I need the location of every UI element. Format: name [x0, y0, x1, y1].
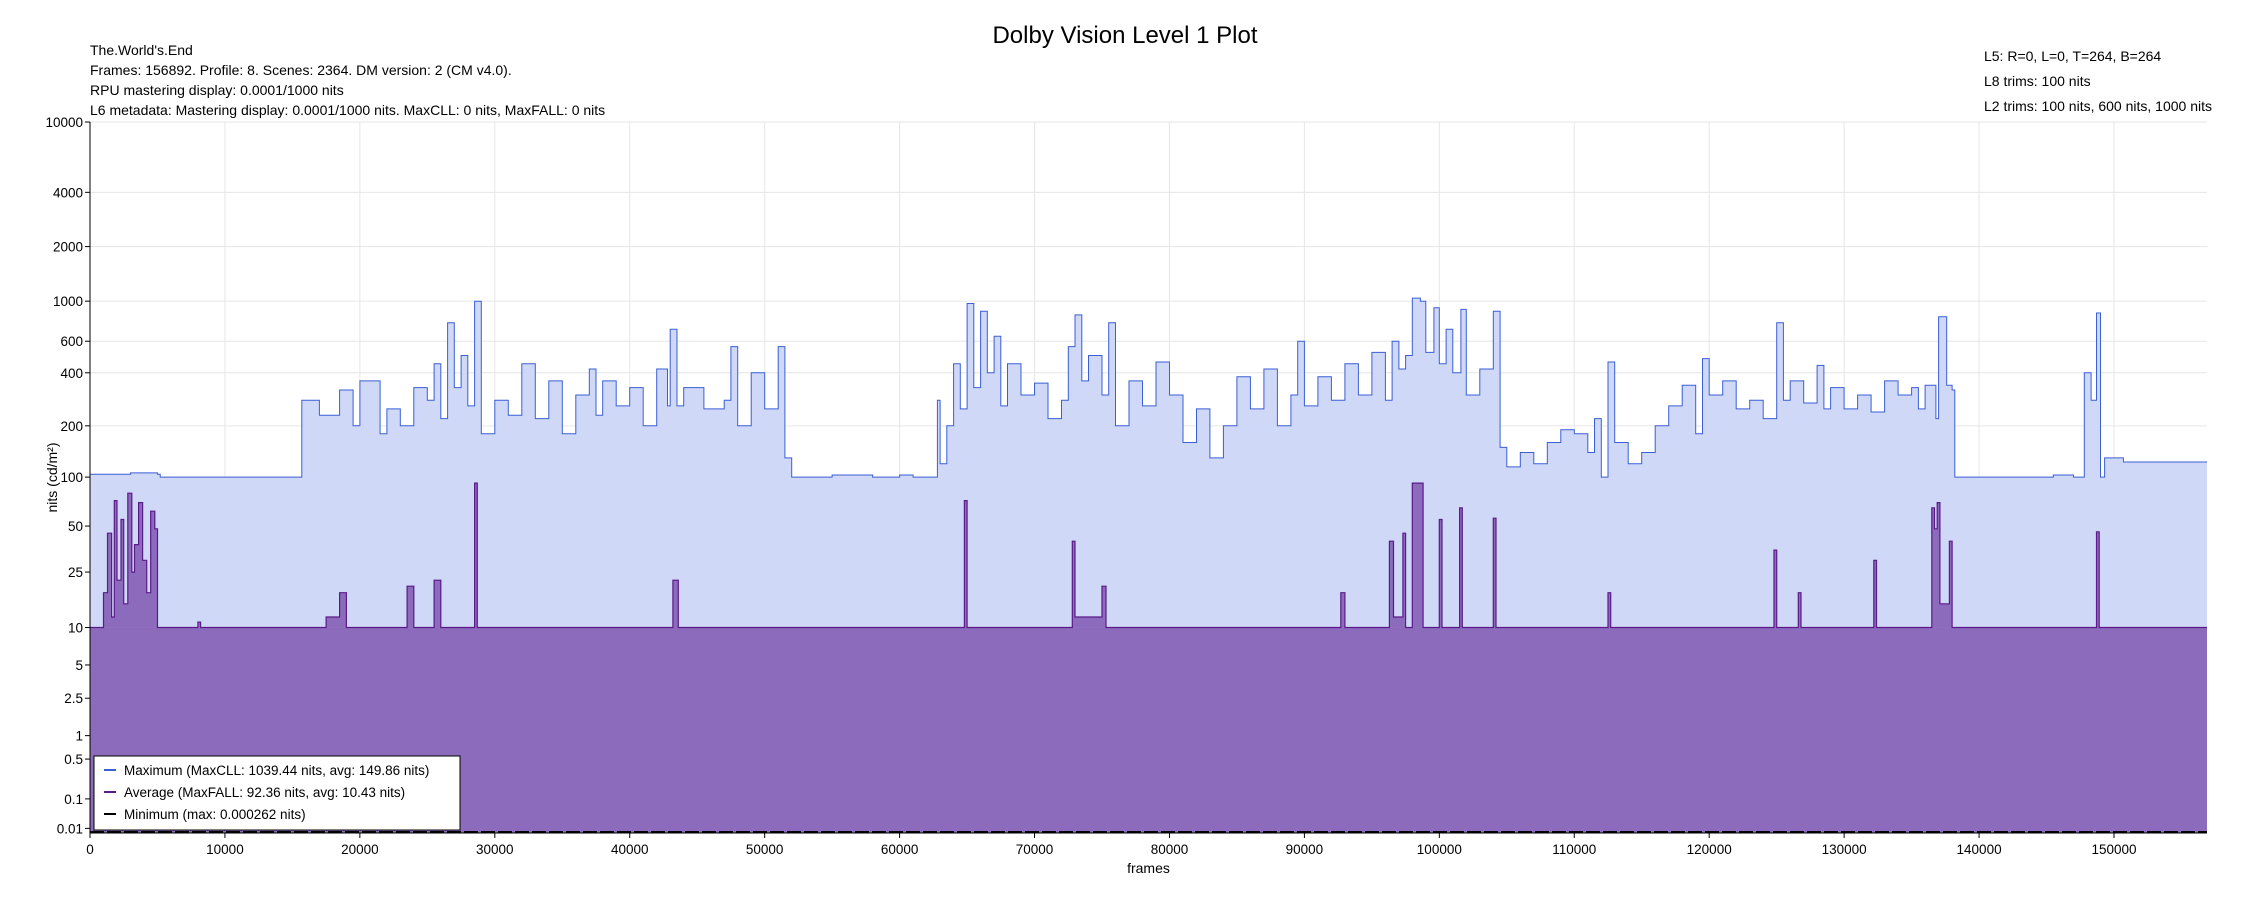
legend-item-average: Average (MaxFALL: 92.36 nits, avg: 10.43… — [124, 785, 405, 800]
info-l2: L2 trims: 100 nits, 600 nits, 1000 nits — [1983, 98, 2212, 114]
info-title: The.World's.End — [90, 42, 193, 58]
x-tick-label: 100000 — [1417, 842, 1462, 857]
x-tick-label: 20000 — [341, 842, 379, 857]
x-tick-label: 140000 — [1957, 842, 2002, 857]
y-tick-label: 1 — [75, 729, 83, 744]
y-tick-label: 0.1 — [64, 792, 83, 807]
legend: Maximum (MaxCLL: 1039.44 nits, avg: 149.… — [93, 755, 461, 831]
y-tick-label: 600 — [60, 334, 83, 349]
x-tick-label: 80000 — [1151, 842, 1189, 857]
info-l6: L6 metadata: Mastering display: 0.0001/1… — [90, 102, 606, 118]
x-axis-label: frames — [1127, 860, 1170, 876]
legend-box — [93, 755, 461, 831]
x-tick-label: 70000 — [1016, 842, 1054, 857]
info-l8: L8 trims: 100 nits — [1983, 73, 2091, 89]
y-tick-label: 50 — [68, 519, 83, 534]
max-series-line — [90, 297, 2207, 478]
legend-item-maximum: Maximum (MaxCLL: 1039.44 nits, avg: 149.… — [124, 763, 429, 778]
info-right: L5: R=0, L=0, T=264, B=264 L8 trims: 100… — [1984, 44, 2212, 119]
y-tick-label: 2000 — [53, 240, 83, 255]
y-tick-label: 5 — [75, 658, 83, 673]
y-tick-label: 100 — [60, 470, 83, 485]
chart-title: Dolby Vision Level 1 Plot — [992, 22, 1258, 49]
info-l5: L5: R=0, L=0, T=264, B=264 — [1983, 48, 2162, 64]
x-tick-label: 30000 — [476, 842, 514, 857]
x-tick-label: 40000 — [611, 842, 649, 857]
max-fill-band — [90, 477, 2207, 628]
x-tick-label: 60000 — [881, 842, 919, 857]
y-tick-label: 10000 — [45, 115, 83, 130]
y-tick-label: 200 — [60, 419, 83, 434]
y-tick-label: 0.5 — [64, 752, 83, 767]
y-tick-label: 400 — [60, 366, 83, 381]
y-axis-label: nits (cd/m²) — [44, 443, 60, 513]
x-tick-label: 0 — [86, 842, 94, 857]
x-tick-label: 50000 — [746, 842, 784, 857]
avg-series-line — [90, 482, 2207, 629]
y-tick-label: 0.01 — [57, 821, 83, 836]
y-tick-label: 1000 — [53, 294, 83, 309]
x-tick-label: 110000 — [1552, 842, 1596, 857]
y-tick-label: 10 — [68, 621, 83, 636]
y-tick-label: 4000 — [53, 185, 83, 200]
info-frames: Frames: 156892. Profile: 8. Scenes: 2364… — [90, 62, 512, 78]
info-left: The.World's.End Frames: 156892. Profile:… — [90, 40, 605, 120]
x-tick-label: 90000 — [1286, 842, 1324, 857]
y-tick-label: 25 — [68, 565, 83, 580]
legend-item-minimum: Minimum (max: 0.000262 nits) — [124, 807, 306, 822]
x-tick-label: 120000 — [1687, 842, 1732, 857]
x-tick-label: 150000 — [2091, 842, 2136, 857]
x-tick-label: 10000 — [206, 842, 244, 857]
y-tick-label: 2.5 — [64, 691, 83, 706]
info-rpu: RPU mastering display: 0.0001/1000 nits — [90, 82, 344, 98]
x-tick-label: 130000 — [1822, 842, 1867, 857]
max-area — [90, 298, 2207, 478]
